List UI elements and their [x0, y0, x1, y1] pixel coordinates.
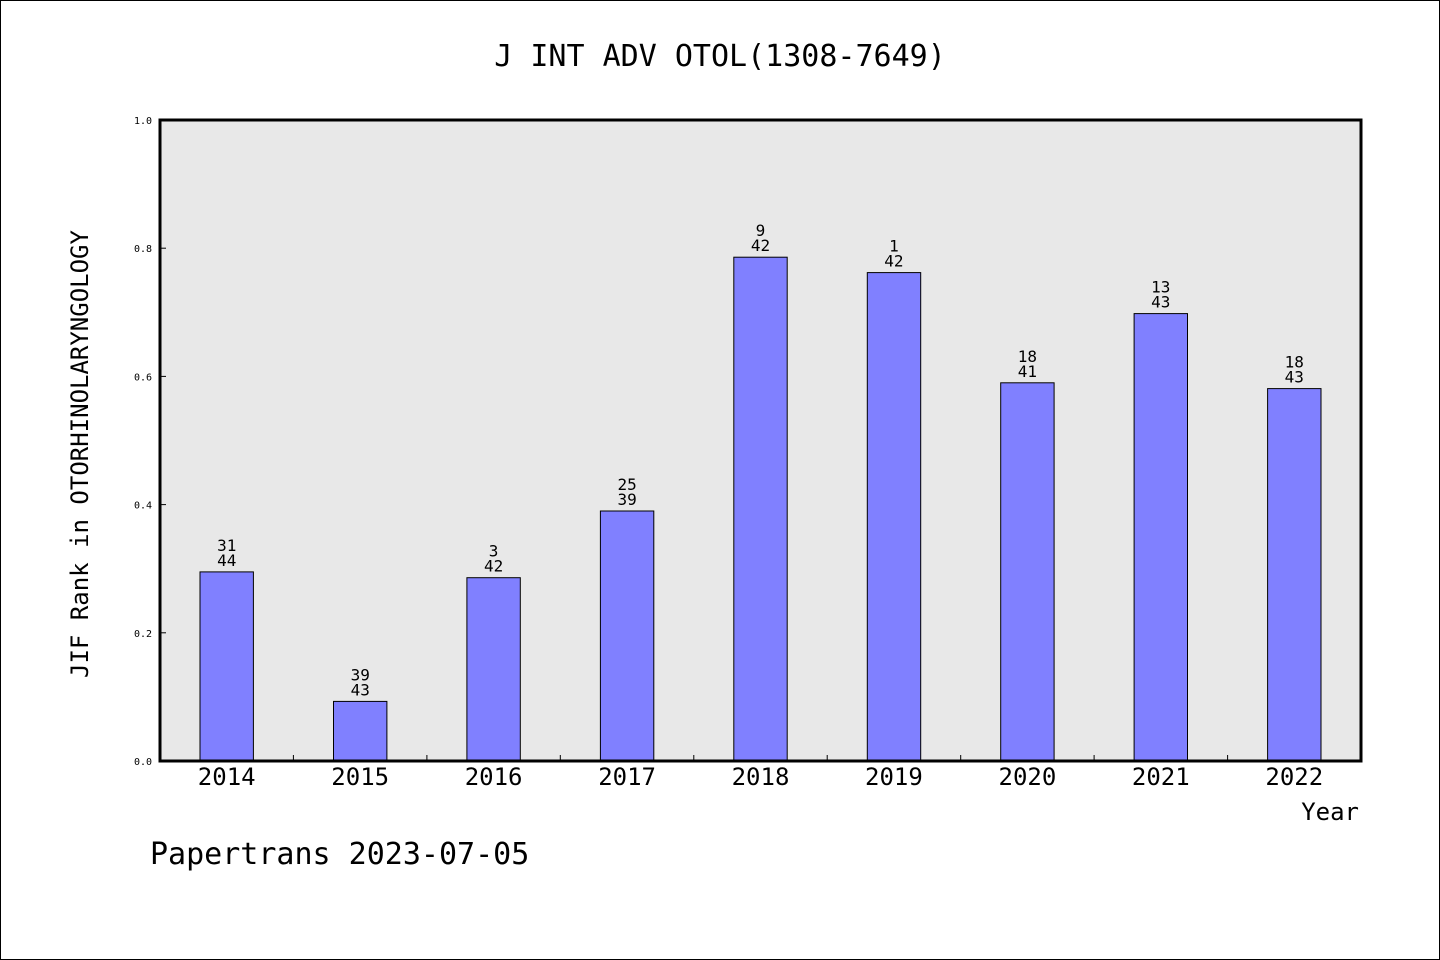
bar-2016 [466, 577, 521, 762]
bar-label-rank-2015: 39 [351, 665, 370, 684]
bar-2015 [333, 700, 388, 762]
bar-2018 [733, 256, 788, 762]
bar-label-total-2015: 43 [351, 680, 370, 699]
y-tick-label-0.0: 0.0 [134, 757, 152, 768]
x-tick-label-2022: 2022 [1265, 763, 1323, 791]
bar-label-rank-2014: 31 [217, 536, 236, 555]
bar-label-rank-2016: 3 [489, 542, 499, 561]
bar-2020 [1000, 382, 1055, 762]
bar-label-rank-2017: 25 [617, 475, 636, 494]
bar-2014 [199, 571, 254, 762]
x-tick-label-2021: 2021 [1132, 763, 1190, 791]
bar-label-total-2021: 43 [1151, 293, 1170, 312]
bar-label-rank-2022: 18 [1285, 353, 1304, 372]
x-tick-label-2020: 2020 [999, 763, 1057, 791]
bar-label-total-2019: 42 [884, 252, 903, 271]
y-tick-label-0.6: 0.6 [134, 372, 152, 383]
bar-label-total-2018: 42 [751, 236, 770, 255]
bar-label-total-2020: 41 [1018, 362, 1037, 381]
x-tick-label-2015: 2015 [331, 763, 389, 791]
bar-label-rank-2020: 18 [1018, 347, 1037, 366]
y-tick-label-1.0: 1.0 [134, 116, 152, 127]
x-tick-label-2016: 2016 [465, 763, 523, 791]
bar-label-rank-2018: 9 [756, 221, 766, 240]
bar-2021 [1133, 313, 1188, 762]
bar-2022 [1267, 388, 1322, 762]
bar-label-total-2017: 39 [617, 490, 636, 509]
bar-2019 [866, 272, 922, 762]
bar-label-total-2022: 43 [1285, 368, 1304, 387]
chart-title: J INT ADV OTOL(1308-7649) [494, 39, 946, 74]
x-tick-label-2019: 2019 [865, 763, 923, 791]
x-axis: 2014 2015 2016 2017 2018 2019 2020 2021 2022 [198, 755, 1323, 791]
x-axis-label: Year [1301, 798, 1359, 826]
bar-label-total-2014: 44 [217, 551, 236, 570]
x-tick-label-2018: 2018 [732, 763, 790, 791]
y-tick-label-0.4: 0.4 [134, 501, 152, 512]
bar-label-total-2016: 42 [484, 557, 503, 576]
bars-layer [199, 256, 1322, 762]
y-tick-label-0.8: 0.8 [134, 244, 152, 255]
footer-credit: Papertrans 2023-07-05 [150, 837, 529, 872]
bar-2017 [599, 510, 655, 762]
bar-label-rank-2021: 13 [1151, 278, 1170, 297]
y-tick-label-0.2: 0.2 [134, 629, 152, 640]
y-axis-label: JIF Rank in OTORHINOLARYNGOLOGY [66, 229, 94, 677]
x-tick-label-2014: 2014 [198, 763, 256, 791]
plot-border [158, 118, 1363, 763]
bar-label-rank-2019: 1 [889, 237, 899, 256]
x-tick-label-2017: 2017 [598, 763, 656, 791]
